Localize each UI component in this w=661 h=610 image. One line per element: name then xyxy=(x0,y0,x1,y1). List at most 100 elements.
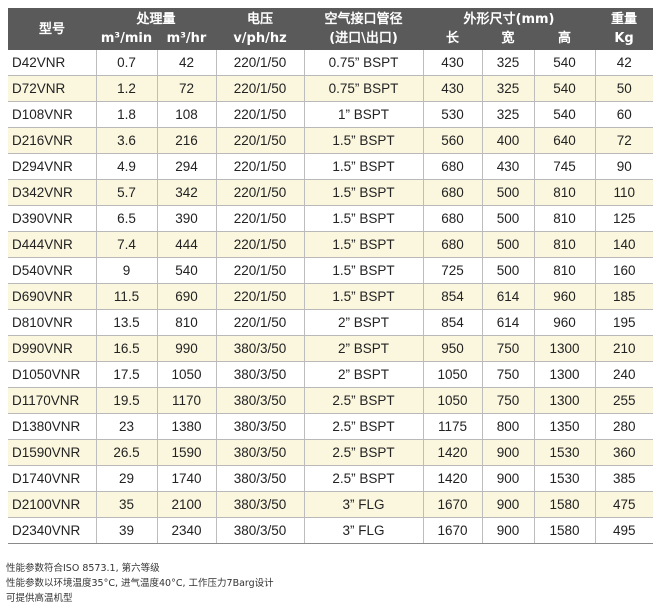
width-cell: 800 xyxy=(481,413,535,440)
flow-m3hr-cell: 390 xyxy=(156,205,217,232)
table-row: D810VNR 13.5 810 220/1/50 2” BSPT 854 614 960 19… xyxy=(8,309,654,336)
flow-m3min-cell: 35 xyxy=(95,491,157,518)
table-row: D2100VNR 35 2100 380/3/50 3” FLG 1670 900 1580 4… xyxy=(8,491,654,518)
height-cell: 960 xyxy=(533,283,596,310)
voltage-cell: 220/1/50 xyxy=(215,231,305,258)
pipe-size-cell: 2” BSPT xyxy=(303,309,424,336)
flow-m3hr-cell: 72 xyxy=(156,75,217,102)
flow-m3hr-cell: 810 xyxy=(156,309,217,336)
length-cell: 560 xyxy=(422,127,483,154)
pipe-size-cell: 1.5” BSPT xyxy=(303,283,424,310)
header-capacity: 处理量 xyxy=(96,8,217,29)
width-cell: 430 xyxy=(481,153,535,180)
flow-m3min-cell: 1.8 xyxy=(95,101,157,128)
model-cell: D72VNR xyxy=(8,75,96,102)
model-cell: D990VNR xyxy=(8,335,96,362)
header-capacity-m3min: m³/min xyxy=(96,29,157,50)
flow-m3hr-cell: 1590 xyxy=(156,439,217,466)
width-cell: 325 xyxy=(481,101,535,128)
length-cell: 680 xyxy=(422,205,483,232)
pipe-size-cell: 2.5” BSPT xyxy=(303,413,424,440)
model-cell: D390VNR xyxy=(8,205,96,232)
flow-m3min-cell: 23 xyxy=(95,413,157,440)
length-cell: 430 xyxy=(422,50,483,76)
height-cell: 1300 xyxy=(533,361,596,388)
height-cell: 1300 xyxy=(533,335,596,362)
flow-m3min-cell: 5.7 xyxy=(95,179,157,206)
length-cell: 430 xyxy=(422,75,483,102)
table-row: D1380VNR 23 1380 380/3/50 2.5” BSPT 1175 800 13… xyxy=(8,413,654,440)
weight-cell: 280 xyxy=(594,413,654,440)
voltage-cell: 220/1/50 xyxy=(215,179,305,206)
width-cell: 325 xyxy=(481,75,535,102)
table-row: D108VNR 1.8 108 220/1/50 1” BSPT 530 325 540 60 xyxy=(8,101,654,128)
weight-cell: 495 xyxy=(594,517,654,544)
model-cell: D1740VNR xyxy=(8,465,96,492)
flow-m3min-cell: 13.5 xyxy=(95,309,157,336)
weight-cell: 160 xyxy=(594,257,654,284)
flow-m3min-cell: 6.5 xyxy=(95,205,157,232)
table-row: D990VNR 16.5 990 380/3/50 2” BSPT 950 750 1300 2… xyxy=(8,335,654,362)
flow-m3hr-cell: 540 xyxy=(156,257,217,284)
footnote-line: 性能参数符合ISO 8573.1, 第六等级 xyxy=(6,563,160,574)
height-cell: 540 xyxy=(533,50,596,76)
header-weight-unit: Kg xyxy=(595,29,654,50)
weight-cell: 360 xyxy=(594,439,654,466)
weight-cell: 240 xyxy=(594,361,654,388)
footnotes: 性能参数符合ISO 8573.1, 第六等级 性能参数以环境温度35°C, 进气温… xyxy=(6,561,274,606)
pipe-size-cell: 0.75” BSPT xyxy=(303,50,424,76)
voltage-cell: 380/3/50 xyxy=(215,491,305,518)
width-cell: 500 xyxy=(481,257,535,284)
table-row: D1740VNR 29 1740 380/3/50 2.5” BSPT 1420 900 15… xyxy=(8,465,654,492)
flow-m3hr-cell: 1170 xyxy=(156,387,217,414)
model-cell: D2100VNR xyxy=(8,491,96,518)
table-row: D342VNR 5.7 342 220/1/50 1.5” BSPT 680 500 810 1… xyxy=(8,179,654,206)
pipe-size-cell: 2” BSPT xyxy=(303,361,424,388)
weight-cell: 90 xyxy=(594,153,654,180)
voltage-cell: 380/3/50 xyxy=(215,361,305,388)
length-cell: 1050 xyxy=(422,387,483,414)
length-cell: 530 xyxy=(422,101,483,128)
weight-cell: 125 xyxy=(594,205,654,232)
model-cell: D42VNR xyxy=(8,50,96,76)
height-cell: 1530 xyxy=(533,465,596,492)
height-cell: 640 xyxy=(533,127,596,154)
table-row: D42VNR 0.7 42 220/1/50 0.75” BSPT 430 325 540 42 xyxy=(8,50,654,76)
model-cell: D810VNR xyxy=(8,309,96,336)
flow-m3hr-cell: 444 xyxy=(156,231,217,258)
pipe-size-cell: 1.5” BSPT xyxy=(303,231,424,258)
weight-cell: 385 xyxy=(594,465,654,492)
voltage-cell: 220/1/50 xyxy=(215,283,305,310)
spec-table: 型号 处理量 电压 空气接口管径 外形尺寸(mm) 重量 m³/min m³/h… xyxy=(8,8,654,544)
voltage-cell: 220/1/50 xyxy=(215,101,305,128)
voltage-cell: 220/1/50 xyxy=(215,205,305,232)
length-cell: 1670 xyxy=(422,517,483,544)
table-row: D294VNR 4.9 294 220/1/50 1.5” BSPT 680 430 745 9… xyxy=(8,153,654,180)
table-row: D1590VNR 26.5 1590 380/3/50 2.5” BSPT 1420 900… xyxy=(8,439,654,466)
header-dim-height: 高 xyxy=(534,29,596,50)
flow-m3min-cell: 19.5 xyxy=(95,387,157,414)
voltage-cell: 220/1/50 xyxy=(215,50,305,76)
flow-m3min-cell: 3.6 xyxy=(95,127,157,154)
table-row: D444VNR 7.4 444 220/1/50 1.5” BSPT 680 500 810 1… xyxy=(8,231,654,258)
pipe-size-cell: 0.75” BSPT xyxy=(303,75,424,102)
flow-m3min-cell: 7.4 xyxy=(95,231,157,258)
pipe-size-cell: 1.5” BSPT xyxy=(303,205,424,232)
length-cell: 680 xyxy=(422,179,483,206)
flow-m3hr-cell: 1740 xyxy=(156,465,217,492)
height-cell: 540 xyxy=(533,101,596,128)
table-row: D1170VNR 19.5 1170 380/3/50 2.5” BSPT 1050 750… xyxy=(8,387,654,414)
voltage-cell: 220/1/50 xyxy=(215,127,305,154)
length-cell: 950 xyxy=(422,335,483,362)
flow-m3min-cell: 0.7 xyxy=(95,50,157,76)
voltage-cell: 380/3/50 xyxy=(215,387,305,414)
weight-cell: 72 xyxy=(594,127,654,154)
width-cell: 900 xyxy=(481,517,535,544)
width-cell: 750 xyxy=(481,361,535,388)
flow-m3min-cell: 16.5 xyxy=(95,335,157,362)
weight-cell: 185 xyxy=(594,283,654,310)
pipe-size-cell: 1.5” BSPT xyxy=(303,179,424,206)
header-pipe-sub: (进口\出口) xyxy=(304,29,424,50)
flow-m3hr-cell: 1380 xyxy=(156,413,217,440)
model-cell: D1590VNR xyxy=(8,439,96,466)
